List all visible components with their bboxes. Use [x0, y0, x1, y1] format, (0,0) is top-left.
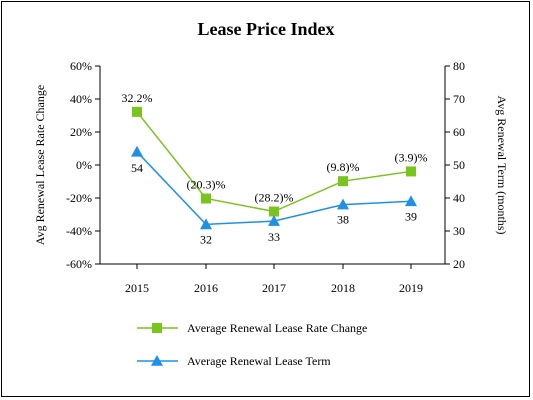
- right-tick-label: 20: [453, 257, 465, 271]
- x-tick-label: 2019: [399, 281, 423, 295]
- data-label: (20.3)%: [187, 177, 226, 191]
- data-point-square: [132, 106, 142, 117]
- data-point-square: [269, 206, 279, 217]
- data-label: 33: [268, 230, 280, 244]
- data-point-triangle: [131, 145, 143, 157]
- data-point-triangle: [200, 218, 212, 230]
- x-tick-label: 2018: [331, 281, 355, 295]
- data-label: (28.2)%: [255, 191, 294, 205]
- series-lease-term: 54 32 33 38 39: [131, 145, 417, 246]
- data-label: 32.2%: [122, 91, 153, 105]
- data-point-square: [338, 176, 348, 187]
- data-label: 39: [405, 209, 417, 223]
- left-tick-label: 0%: [76, 158, 92, 172]
- right-axis-ticks: 20 30 40 50 60 70 80: [445, 59, 465, 271]
- chart-title: Lease Price Index: [198, 19, 335, 39]
- right-axis-label: Avg Renewal Term (months): [495, 95, 509, 234]
- legend-triangle-marker: [151, 355, 163, 366]
- data-point-triangle: [337, 198, 349, 210]
- data-label: 32: [200, 232, 212, 246]
- legend: Average Renewal Lease Rate Change Average…: [137, 321, 367, 368]
- right-tick-label: 50: [453, 158, 465, 172]
- left-axis-ticks: -60% -40% -20% 0% 20% 40% 60%: [66, 59, 100, 271]
- data-label: (3.9)%: [395, 150, 428, 164]
- legend-item: Average Renewal Lease Rate Change: [137, 321, 367, 335]
- x-axis-ticks: 2015 2016 2017 2018 2019: [125, 264, 423, 295]
- data-label: 38: [337, 213, 349, 227]
- x-tick-label: 2017: [262, 281, 286, 295]
- data-label: (9.8)%: [327, 160, 360, 174]
- left-tick-label: -20%: [66, 191, 92, 205]
- x-tick-label: 2015: [125, 281, 149, 295]
- data-point-triangle: [405, 195, 417, 207]
- x-tick-label: 2016: [194, 281, 218, 295]
- left-tick-label: 20%: [70, 125, 92, 139]
- right-tick-label: 40: [453, 191, 465, 205]
- left-tick-label: -40%: [66, 224, 92, 238]
- right-tick-label: 30: [453, 224, 465, 238]
- legend-label: Average Renewal Lease Term: [187, 354, 331, 368]
- left-axis-label: Avg Renewal Lease Rate Change: [33, 85, 47, 245]
- legend-item: Average Renewal Lease Term: [137, 354, 331, 368]
- right-tick-label: 70: [453, 92, 465, 106]
- legend-label: Average Renewal Lease Rate Change: [187, 321, 367, 335]
- left-tick-label: -60%: [66, 257, 92, 271]
- data-point-triangle: [268, 215, 280, 226]
- data-point-square: [201, 193, 211, 204]
- data-point-square: [406, 166, 416, 177]
- series-rate-change: 32.2% (20.3)% (28.2)% (9.8)% (3.9)%: [122, 91, 428, 217]
- right-tick-label: 60: [453, 125, 465, 139]
- left-tick-label: 60%: [70, 59, 92, 73]
- data-label: 54: [131, 161, 143, 175]
- right-tick-label: 80: [453, 59, 465, 73]
- legend-square-marker: [152, 323, 162, 333]
- left-tick-label: 40%: [70, 92, 92, 106]
